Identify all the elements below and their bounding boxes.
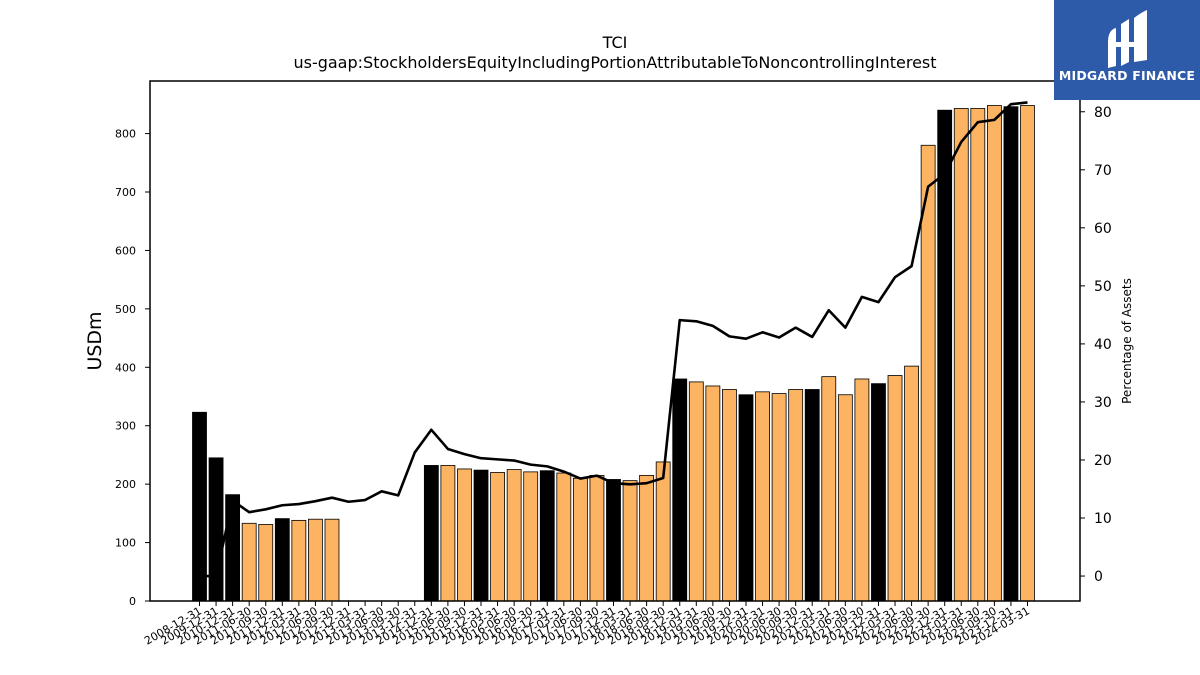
bar [937, 109, 953, 602]
y-tick-label: 200 [115, 478, 136, 491]
bar [192, 411, 207, 602]
y-tick-label: 400 [115, 361, 136, 374]
y-tick-label: 500 [115, 303, 136, 316]
bar-series [192, 105, 1035, 602]
bar [308, 518, 323, 602]
bar [688, 381, 704, 602]
bar [1020, 105, 1035, 602]
y-tick-label: 100 [115, 537, 136, 550]
bar [324, 518, 340, 602]
bar [705, 385, 721, 602]
bar [291, 519, 307, 602]
bar [655, 461, 671, 602]
x-axis-ticks: 2008-12-312009-12-312010-12-312011-06-30… [142, 601, 1032, 648]
bar [556, 472, 572, 602]
bar [622, 480, 638, 602]
line-series [199, 101, 1028, 578]
chart-title: TCI [602, 33, 628, 52]
bar [639, 474, 655, 602]
y2-axis-label: Percentage of Assets [1120, 278, 1134, 404]
y2-tick-label: 70 [1094, 163, 1112, 179]
bar [589, 474, 605, 602]
bar [837, 394, 853, 602]
y-tick-label: 0 [129, 595, 136, 608]
bar [490, 472, 505, 602]
y2-tick-label: 0 [1094, 569, 1103, 585]
bar [755, 391, 770, 602]
bar [606, 479, 621, 602]
left-axis-ticks: 0 100 200 300 400 500 600 700 800 [115, 128, 150, 608]
bar [423, 465, 439, 602]
bar [970, 108, 986, 602]
y-tick-label: 700 [115, 186, 136, 199]
chart-subtitle: us-gaap:StockholdersEquityIncludingPorti… [293, 53, 936, 72]
bar [457, 468, 472, 602]
bar [871, 383, 886, 602]
y-tick-label: 300 [115, 420, 136, 433]
logo-text: MIDGARD FINANCE [1058, 68, 1196, 83]
bar [225, 494, 241, 602]
bar [274, 518, 290, 602]
bar [672, 378, 688, 602]
midgard-finance-logo: MIDGARD FINANCE [1054, 0, 1200, 100]
bar [506, 469, 522, 602]
bar [1003, 106, 1019, 602]
bar [572, 477, 588, 602]
bar [887, 375, 903, 602]
percentage-line [199, 101, 1028, 578]
logo-mark-icon [1108, 10, 1147, 68]
y2-tick-label: 80 [1094, 105, 1112, 121]
bar [523, 471, 539, 602]
bar [738, 394, 754, 602]
bar [771, 393, 787, 602]
plot-frame [149, 80, 1081, 602]
bar [788, 389, 804, 602]
bar [539, 470, 555, 602]
bar [821, 376, 837, 602]
right-axis-ticks: 0 10 20 30 40 50 60 70 80 [1080, 105, 1112, 585]
y2-tick-label: 50 [1094, 279, 1112, 295]
bar [986, 105, 1002, 602]
bar [953, 108, 969, 602]
bar [722, 389, 737, 602]
y2-tick-label: 30 [1094, 395, 1112, 411]
bar [904, 365, 919, 602]
y-tick-label: 800 [115, 128, 136, 141]
y-tick-label: 600 [115, 244, 136, 257]
bar [854, 378, 870, 602]
y2-tick-label: 40 [1094, 337, 1112, 353]
bar [241, 522, 257, 602]
bar [440, 465, 456, 602]
y-axis-label: USDm [84, 311, 106, 370]
y2-tick-label: 10 [1094, 511, 1112, 527]
bar [258, 524, 274, 602]
bar [208, 457, 224, 602]
bar [804, 389, 820, 602]
y2-tick-label: 20 [1094, 453, 1112, 469]
y2-tick-label: 60 [1094, 221, 1112, 237]
bar [473, 469, 489, 602]
